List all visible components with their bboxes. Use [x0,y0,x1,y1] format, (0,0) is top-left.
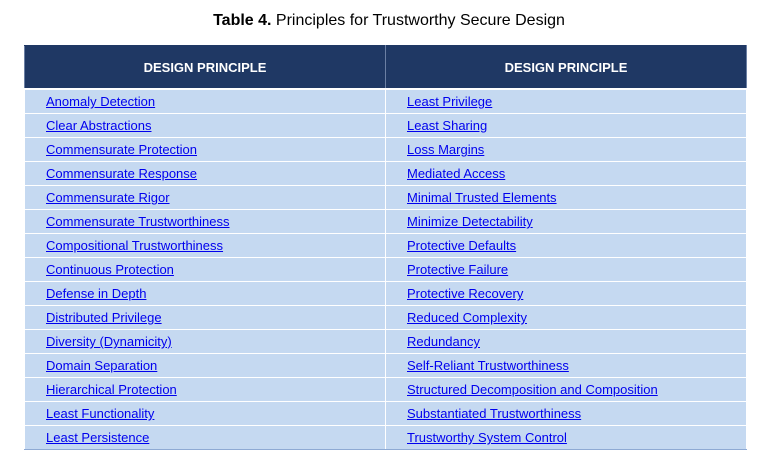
principle-link[interactable]: Least Privilege [407,94,493,109]
table-row: Least Functionality Substantiated Trustwo… [24,401,747,426]
principle-link[interactable]: Minimal Trusted Elements [407,190,557,205]
table-row: Continuous Protection Protective Failure [24,257,747,282]
principle-cell-right: Reduced Complexity [385,305,747,330]
principle-cell-left: Commensurate Response [24,161,386,186]
principle-link[interactable]: Least Persistence [46,430,150,445]
principle-link[interactable]: Redundancy [407,334,480,349]
principle-cell-left: Commensurate Trustworthiness [24,209,386,234]
table-row: Distributed Privilege Reduced Complexity [24,305,747,330]
column-header-left: DESIGN PRINCIPLE [24,45,386,90]
table-row: Compositional Trustworthiness Protective … [24,233,747,258]
table-row: Commensurate Rigor Minimal Trusted Elemen… [24,185,747,210]
table-row: Anomaly Detection Least Privilege [24,88,747,114]
principle-cell-right: Redundancy [385,329,747,354]
principle-cell-left: Commensurate Rigor [24,185,386,210]
column-header-right: DESIGN PRINCIPLE [385,45,747,90]
principle-cell-left: Anomaly Detection [24,88,386,114]
principle-link[interactable]: Clear Abstractions [46,118,152,133]
table-row: Commensurate Protection Loss Margins [24,137,747,162]
principle-link[interactable]: Substantiated Trustworthiness [407,406,582,421]
principle-link[interactable]: Commensurate Protection [46,142,198,157]
table-row: Diversity (Dynamicity) Redundancy [24,329,747,354]
table-row: Domain Separation Self-Reliant Trustworth… [24,353,747,378]
principle-cell-right: Mediated Access [385,161,747,186]
caption-label: Table 4. [213,12,272,29]
principle-link[interactable]: Defense in Depth [46,286,147,301]
principle-link[interactable]: Self-Reliant Trustworthiness [407,358,569,373]
principle-cell-right: Substantiated Trustworthiness [385,401,747,426]
principle-cell-right: Trustworthy System Control [385,425,747,450]
table-row: Hierarchical Protection Structured Decomp… [24,377,747,402]
principle-cell-left: Defense in Depth [24,281,386,306]
principle-cell-left: Hierarchical Protection [24,377,386,402]
principle-cell-left: Continuous Protection [24,257,386,282]
principle-cell-left: Compositional Trustworthiness [24,233,386,258]
principle-cell-right: Self-Reliant Trustworthiness [385,353,747,378]
table-caption: Table 4. Principles for Trustworthy Secu… [0,10,778,32]
principle-link[interactable]: Domain Separation [46,358,158,373]
principle-link[interactable]: Anomaly Detection [46,94,156,109]
principle-cell-right: Protective Failure [385,257,747,282]
principle-link[interactable]: Least Functionality [46,406,155,421]
principle-cell-right: Minimize Detectability [385,209,747,234]
principle-cell-left: Least Functionality [24,401,386,426]
principle-link[interactable]: Least Sharing [407,118,488,133]
principle-link[interactable]: Loss Margins [407,142,485,157]
principle-cell-left: Clear Abstractions [24,113,386,138]
principle-link[interactable]: Commensurate Rigor [46,190,170,205]
table-row: Clear Abstractions Least Sharing [24,113,747,138]
principle-link[interactable]: Compositional Trustworthiness [46,238,224,253]
table-row: Least Persistence Trustworthy System Cont… [24,425,747,450]
principles-table: DESIGN PRINCIPLE DESIGN PRINCIPLE Anomal… [24,45,747,450]
principle-cell-left: Diversity (Dynamicity) [24,329,386,354]
table-header-row: DESIGN PRINCIPLE DESIGN PRINCIPLE [24,45,747,90]
principle-link[interactable]: Minimize Detectability [407,214,533,229]
table-row: Commensurate Trustworthiness Minimize Det… [24,209,747,234]
principle-cell-left: Commensurate Protection [24,137,386,162]
principle-link[interactable]: Continuous Protection [46,262,174,277]
principle-link[interactable]: Mediated Access [407,166,506,181]
principle-link[interactable]: Trustworthy System Control [407,430,567,445]
principle-cell-right: Least Privilege [385,88,747,114]
principle-link[interactable]: Commensurate Trustworthiness [46,214,230,229]
principle-cell-left: Least Persistence [24,425,386,450]
principle-cell-right: Protective Defaults [385,233,747,258]
principle-link[interactable]: Structured Decomposition and Composition [407,382,658,397]
principle-cell-left: Domain Separation [24,353,386,378]
principle-cell-right: Loss Margins [385,137,747,162]
principle-link[interactable]: Diversity (Dynamicity) [46,334,172,349]
principle-link[interactable]: Protective Failure [407,262,509,277]
principle-cell-left: Distributed Privilege [24,305,386,330]
table-row: Defense in Depth Protective Recovery [24,281,747,306]
principle-link[interactable]: Hierarchical Protection [46,382,177,397]
principle-link[interactable]: Distributed Privilege [46,310,162,325]
principle-cell-right: Minimal Trusted Elements [385,185,747,210]
principle-link[interactable]: Commensurate Response [46,166,198,181]
principle-cell-right: Least Sharing [385,113,747,138]
principle-cell-right: Structured Decomposition and Composition [385,377,747,402]
table-row: Commensurate Response Mediated Access [24,161,747,186]
principle-cell-right: Protective Recovery [385,281,747,306]
caption-text: Principles for Trustworthy Secure Design [271,12,565,29]
table-body: Anomaly Detection Least Privilege Clear Ab… [24,88,747,450]
principle-link[interactable]: Protective Defaults [407,238,517,253]
principle-link[interactable]: Reduced Complexity [407,310,527,325]
principle-link[interactable]: Protective Recovery [407,286,524,301]
